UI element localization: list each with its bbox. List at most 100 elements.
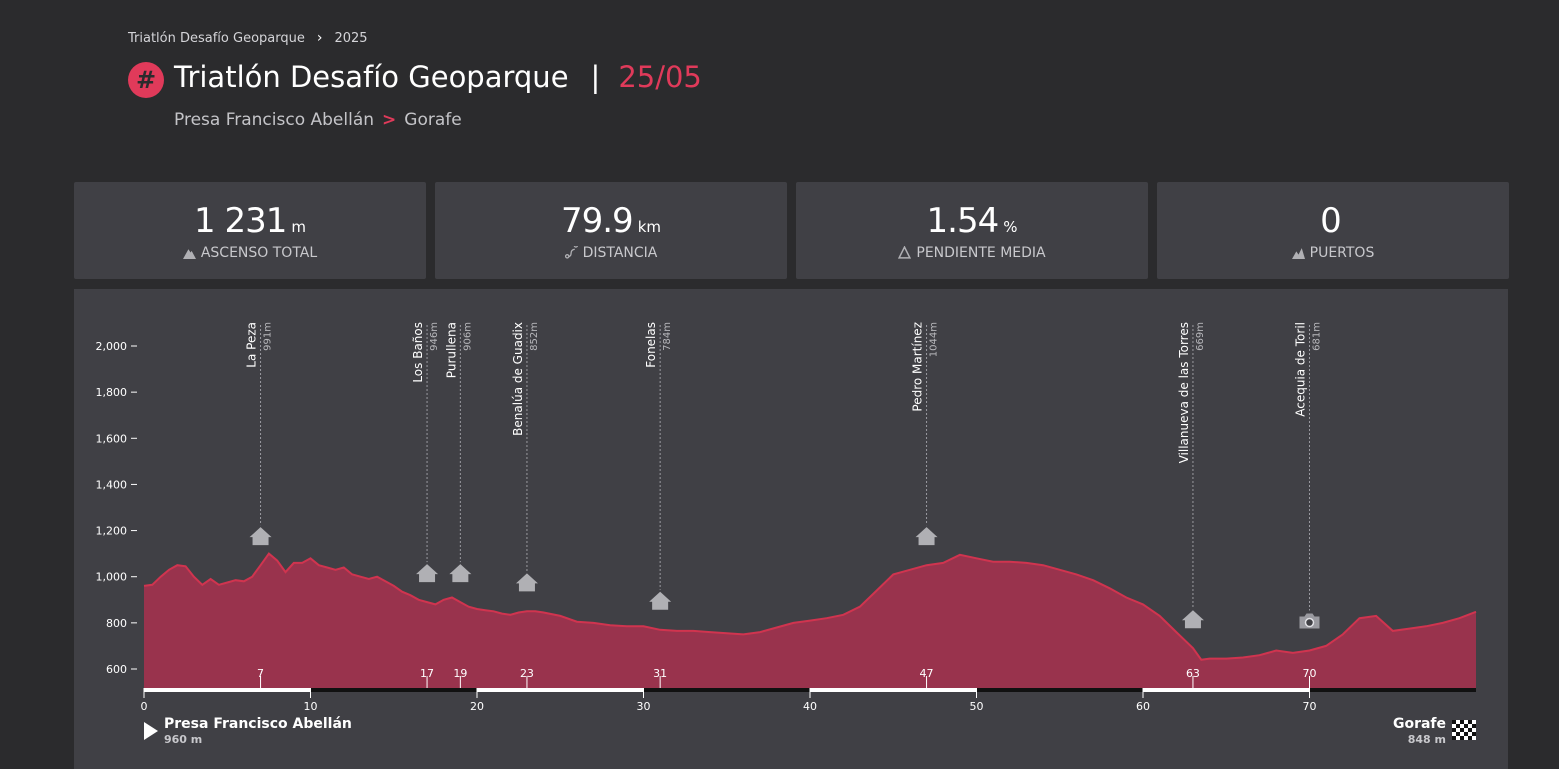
route-end: Gorafe: [404, 110, 462, 130]
stat-card-climbs: 0 PUERTOS: [1157, 182, 1509, 279]
route-subtitle: Presa Francisco Abellán > Gorafe: [174, 110, 462, 130]
route-arrow: >: [382, 110, 397, 130]
stat-unit: %: [1003, 217, 1018, 236]
camera-icon: [1299, 613, 1320, 629]
waypoint-km-label: 7: [257, 667, 264, 680]
waypoint-altitude: 852m: [529, 322, 540, 351]
x-tick-label: 50: [970, 700, 984, 713]
x-tick-label: 0: [141, 700, 148, 713]
waypoint-name: Pedro Martínez: [911, 322, 925, 412]
waypoint-altitude: 669m: [1195, 322, 1206, 351]
waypoint-name: Villanueva de las Torres: [1177, 322, 1191, 463]
waypoint-km-label: 31: [653, 667, 667, 680]
start-name: Presa Francisco Abellán: [164, 716, 352, 732]
stat-card-distance: 79.9 km DISTANCIA: [435, 182, 787, 279]
stat-label: ASCENSO TOTAL: [200, 244, 318, 261]
chevron-right-icon: ›: [316, 30, 323, 46]
waypoint-km-label: 47: [920, 667, 934, 680]
town-icon: [416, 564, 439, 583]
stat-label: PUERTOS: [1309, 244, 1375, 261]
waypoint-km-label: 63: [1186, 667, 1200, 680]
stat-value: 1 231: [194, 200, 287, 241]
start-altitude: 960 m: [164, 733, 203, 746]
waypoint-altitude: 906m: [462, 322, 473, 351]
x-tick-label: 70: [1303, 700, 1317, 713]
x-tick-label: 30: [637, 700, 651, 713]
stat-card-ascent: 1 231 m ASCENSO TOTAL: [74, 182, 426, 279]
x-tick-label: 40: [803, 700, 817, 713]
breadcrumb-current: 2025: [334, 30, 368, 46]
waypoint-name: Los Baños: [411, 322, 425, 383]
stat-unit: m: [291, 217, 306, 236]
waypoint-altitude: 784m: [662, 322, 673, 351]
axis-segment: [1143, 688, 1310, 692]
axis-segment: [310, 688, 477, 692]
x-tick-label: 60: [1136, 700, 1150, 713]
end-altitude: 848 m: [1407, 733, 1446, 746]
elevation-profile-card: 600 800 1,000 1,200 1,400 1,600 1,800 2,000 0 10 2…: [74, 289, 1508, 769]
waypoint-name: Purullena: [444, 322, 458, 378]
waypoint-name: Benalúa de Guadix: [511, 322, 525, 436]
end-point: Gorafe 848 m: [1393, 716, 1446, 746]
race-title: Triatlón Desafío Geoparque: [174, 60, 569, 94]
title-separator: |: [590, 60, 601, 94]
elevation-profile-chart: 600 800 1,000 1,200 1,400 1,600 1,800 2,000 0 10 2…: [96, 322, 1477, 713]
peaks-icon: [1291, 248, 1305, 259]
waypoint-km-label: 17: [420, 667, 434, 680]
finish-flag-icon: [1452, 720, 1476, 740]
hashtag-icon: #: [128, 62, 164, 98]
town-icon: [915, 527, 938, 546]
y-tick-label: 1,800: [96, 386, 128, 399]
town-icon: [1181, 610, 1204, 629]
waypoint-km-label: 70: [1303, 667, 1317, 680]
waypoint-km-label: 19: [453, 667, 467, 680]
waypoint-altitude: 1044m: [929, 322, 940, 357]
y-tick-label: 600: [106, 663, 127, 676]
route-start: Presa Francisco Abellán: [174, 110, 375, 130]
breadcrumb-parent-link[interactable]: Triatlón Desafío Geoparque: [128, 30, 305, 46]
page-title: Triatlón Desafío Geoparque | 25/05: [174, 60, 702, 94]
waypoint-name: Acequia de Toril: [1294, 322, 1308, 417]
elevation-line: [143, 552, 1477, 661]
axis-segment: [1309, 688, 1476, 692]
axis-segment: [810, 688, 977, 692]
stat-value: 0: [1320, 200, 1342, 241]
waypoint-altitude: 681m: [1312, 322, 1323, 351]
town-icon: [515, 573, 538, 592]
axis-segment: [976, 688, 1143, 692]
y-tick-label: 2,000: [96, 340, 128, 353]
stat-unit: km: [637, 217, 661, 236]
axis-segment: [477, 688, 644, 692]
route-icon: [564, 246, 578, 259]
x-tick-label: 10: [304, 700, 318, 713]
waypoint-altitude: 991m: [263, 322, 274, 351]
stat-value: 79.9: [560, 200, 634, 241]
stat-value: 1.54: [926, 200, 1000, 241]
town-icon: [649, 591, 672, 610]
waypoint-km-label: 23: [520, 667, 534, 680]
race-date: 25/05: [618, 60, 702, 94]
waypoint-name: La Peza: [245, 322, 259, 368]
waypoint-altitude: 946m: [429, 322, 440, 351]
stat-label: PENDIENTE MEDIA: [916, 244, 1046, 261]
mountain-icon: [182, 249, 196, 259]
stats-row: 1 231 m ASCENSO TOTAL 79.9 km DISTANCIA 1.…: [74, 182, 1509, 279]
axis-segment: [144, 688, 311, 692]
x-tick-label: 20: [470, 700, 484, 713]
town-icon: [249, 527, 272, 546]
start-point: Presa Francisco Abellán 960 m: [164, 716, 352, 746]
axis-segment: [643, 688, 810, 692]
play-icon: [144, 722, 158, 740]
y-tick-label: 1,600: [96, 432, 128, 445]
slope-icon: [898, 246, 912, 259]
breadcrumb: Triatlón Desafío Geoparque › 2025: [128, 30, 368, 46]
stat-card-slope: 1.54% PENDIENTE MEDIA: [796, 182, 1148, 279]
y-tick-label: 1,400: [96, 478, 128, 491]
y-tick-label: 1,000: [96, 571, 128, 584]
waypoint-name: Fonelas: [644, 322, 658, 368]
y-tick-label: 800: [106, 617, 127, 630]
y-tick-label: 1,200: [96, 525, 128, 538]
stat-label: DISTANCIA: [582, 244, 658, 261]
town-icon: [449, 564, 472, 583]
end-name: Gorafe: [1392, 716, 1446, 732]
